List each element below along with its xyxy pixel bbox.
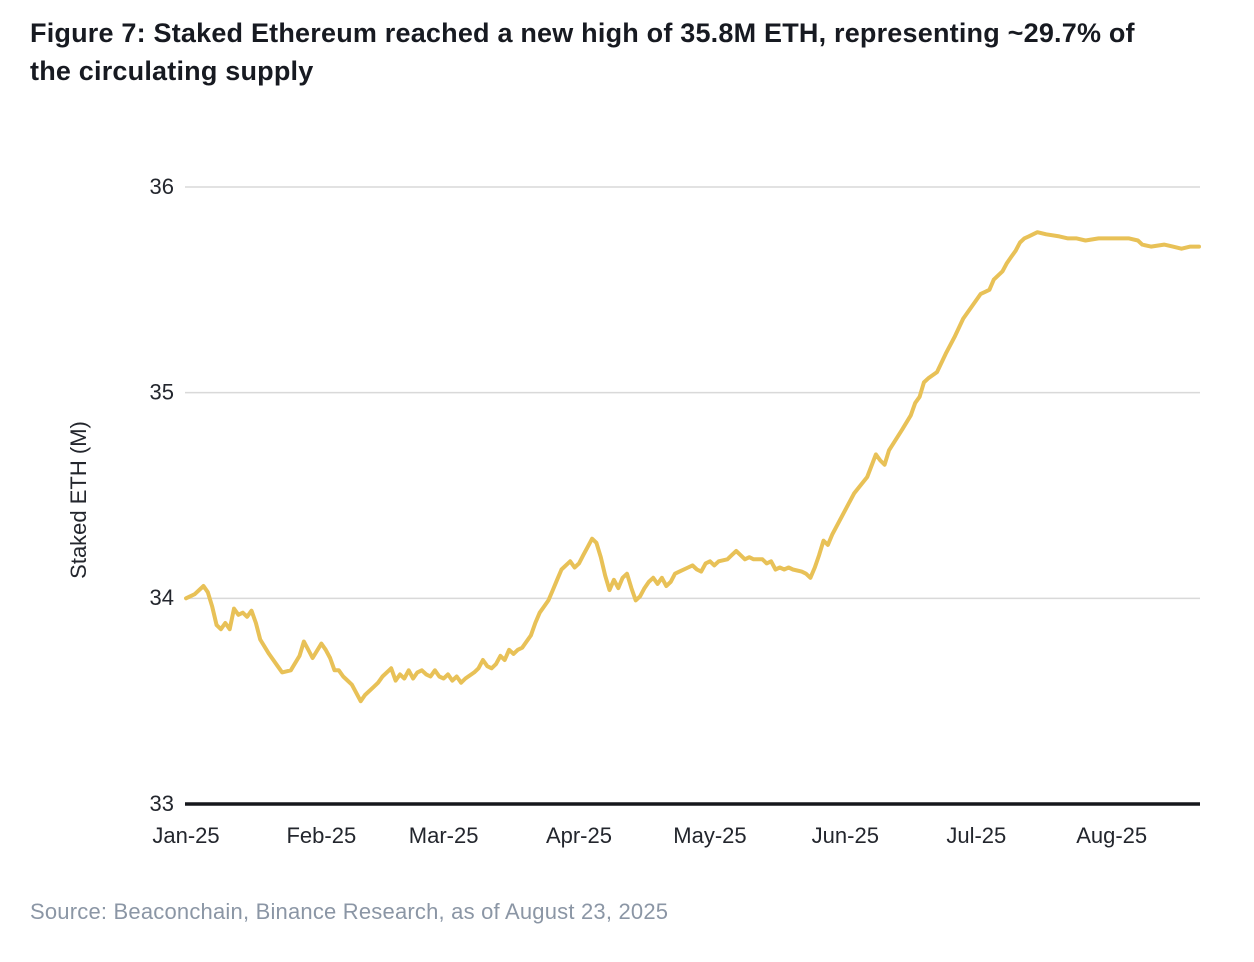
x-tick-label-May-25: May-25: [673, 823, 746, 848]
x-tick-label-Jan-25: Jan-25: [152, 823, 219, 848]
x-tick-label-Feb-25: Feb-25: [286, 823, 356, 848]
y-tick-label-35: 35: [150, 379, 174, 404]
figure-title-line2: the circulating supply: [30, 56, 314, 86]
line-series-staked-eth: [184, 230, 1201, 704]
x-tick-label-Jul-25: Jul-25: [946, 823, 1006, 848]
figure-title: Figure 7: Staked Ethereum reached a new …: [30, 14, 1240, 90]
source-text: Source: Beaconchain, Binance Research, a…: [30, 899, 669, 924]
x-tick-label-Aug-25: Aug-25: [1076, 823, 1147, 848]
y-axis-title: Staked ETH (M): [66, 421, 91, 579]
figure-title-line1: Figure 7: Staked Ethereum reached a new …: [30, 18, 1135, 48]
x-tick-label-Mar-25: Mar-25: [409, 823, 479, 848]
y-tick-label-34: 34: [150, 585, 174, 610]
x-tick-label-Apr-25: Apr-25: [546, 823, 612, 848]
y-tick-label-33: 33: [150, 791, 174, 816]
x-tick-label-Jun-25: Jun-25: [812, 823, 879, 848]
y-tick-label-36: 36: [150, 174, 174, 199]
